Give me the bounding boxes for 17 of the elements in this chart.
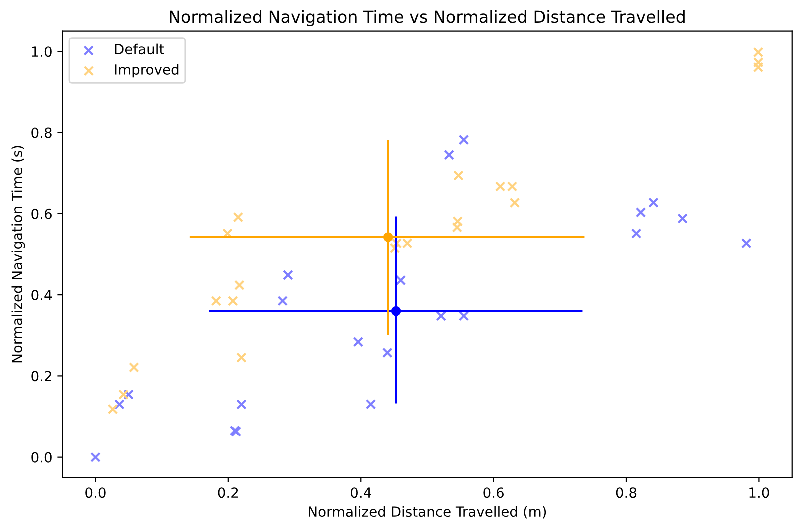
x-tick-label: 0.4 bbox=[350, 488, 372, 498]
y-tick-label: 1.0 bbox=[32, 46, 52, 58]
y-tick-label: 0.6 bbox=[32, 208, 52, 220]
y-tick-label: 0.4 bbox=[32, 290, 52, 301]
y-tick-label: 0.8 bbox=[32, 128, 52, 138]
x-axis-title: Normalized Distance Travelled (m) bbox=[309, 506, 546, 519]
y-tick-label: 0.0 bbox=[32, 452, 52, 463]
x-tick-label: 0.6 bbox=[484, 488, 504, 498]
x-tick-label: 0.0 bbox=[86, 488, 106, 498]
x-tick-label: 0.8 bbox=[616, 488, 637, 498]
chart-title: Normalized Navigation Time vs Normalized Distance Travelled bbox=[170, 10, 685, 26]
y-tick-label: 0.2 bbox=[32, 371, 52, 382]
x-tick-label: 0.2 bbox=[218, 488, 238, 498]
y-axis-title: Normalized Navigation Time (s) bbox=[12, 146, 26, 363]
legend-label: Default bbox=[115, 44, 164, 55]
legend-label: Improved bbox=[115, 64, 179, 78]
x-tick-label: 1.0 bbox=[750, 488, 770, 498]
